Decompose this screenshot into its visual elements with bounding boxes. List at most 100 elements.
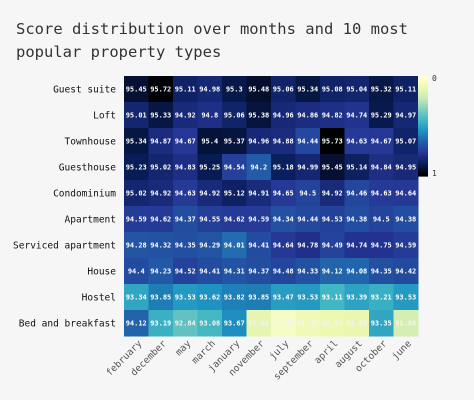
cell-value-label: 95.37	[224, 138, 245, 146]
cell-value-label: 95.72	[150, 86, 171, 94]
y-tick-label: Guesthouse	[59, 163, 116, 174]
heatmap-cell	[173, 310, 198, 337]
cell-value-label: 94.91	[248, 190, 269, 198]
heatmap-cell	[124, 284, 149, 311]
heatmap-cell	[271, 206, 296, 233]
cell-value-label: 94.92	[150, 190, 171, 198]
cell-value-label: 93.85	[248, 294, 269, 302]
heatmap-cell	[124, 102, 149, 129]
cell-value-label: 94.37	[248, 268, 269, 276]
colorbar-segment	[418, 78, 428, 81]
heatmap-cell	[148, 232, 174, 259]
cell-value-label: 94.35	[175, 242, 196, 250]
cell-value-label: 93.62	[199, 294, 220, 302]
y-tick-label: Guest suite	[53, 85, 116, 96]
cell-value-label: 94.44	[297, 216, 318, 224]
colorbar-segment	[418, 158, 428, 161]
colorbar-segment	[418, 160, 428, 163]
heatmap-cell	[246, 76, 272, 103]
colorbar-bottom-label: 1	[432, 169, 437, 178]
cell-value-label: 94.74	[346, 242, 367, 250]
heatmap-cell	[271, 76, 296, 103]
heatmap-cell	[271, 284, 296, 311]
colorbar-segment	[418, 124, 428, 127]
heatmap-cell	[320, 206, 345, 233]
cell-value-label: 93.35	[371, 320, 392, 328]
cell-value-label: 94.38	[395, 216, 416, 224]
heatmap-cell	[320, 284, 345, 311]
cell-value-label: 95.38	[248, 112, 269, 120]
cell-value-label: 93.08	[199, 320, 220, 328]
heatmap-cell	[173, 102, 198, 129]
heatmap-cell	[320, 102, 345, 129]
cell-value-label: 94.33	[297, 268, 318, 276]
cell-value-label: 93.67	[224, 320, 245, 328]
cell-value-label: 94.82	[322, 112, 343, 120]
cell-value-label: 95.04	[346, 86, 367, 94]
cell-value-label: 94.67	[175, 138, 196, 146]
cell-value-label: 94.62	[224, 216, 245, 224]
colorbar-segment	[418, 76, 428, 79]
heatmap-cell	[393, 232, 419, 259]
heatmap-cell	[222, 284, 247, 311]
colorbar-segment	[418, 126, 428, 129]
heatmap-cell	[246, 102, 272, 129]
heatmap-cell	[295, 310, 321, 337]
heatmap-cell	[393, 102, 419, 129]
cell-value-label: 94.8	[201, 112, 218, 120]
heatmap-cell	[344, 128, 370, 155]
cell-value-label: 95.4	[201, 138, 218, 146]
cell-value-label: 94.28	[126, 242, 147, 250]
cell-value-label: 91.55	[346, 320, 367, 328]
cell-value-label: 94.12	[322, 268, 343, 276]
heatmap-cell	[222, 102, 247, 129]
y-axis-labels: Guest suite Loft Townhouse Guesthouse Condom…	[13, 85, 116, 330]
colorbar-segment	[418, 148, 428, 151]
cell-value-label: 94.41	[248, 242, 269, 250]
heatmap-cell	[173, 206, 198, 233]
heatmap-cell	[369, 128, 394, 155]
cell-value-label: 95.02	[126, 190, 147, 198]
colorbar: 01	[418, 74, 437, 178]
colorbar-segment	[418, 150, 428, 153]
heatmap-cell	[344, 154, 370, 181]
cell-value-label: 91.62	[248, 320, 269, 328]
colorbar-segment	[418, 142, 428, 145]
cell-value-label: 94.46	[346, 190, 367, 198]
colorbar-segment	[418, 98, 428, 101]
heatmap-cell	[173, 154, 198, 181]
cell-value-label: 95.33	[150, 112, 171, 120]
heatmap-cell	[124, 128, 149, 155]
heatmap-cell	[222, 180, 247, 207]
cell-value-label: 94.96	[248, 138, 269, 146]
cell-value-label: 94.52	[175, 268, 196, 276]
heatmap-cell	[344, 206, 370, 233]
heatmap-cell	[320, 258, 345, 285]
colorbar-segment	[418, 110, 428, 113]
y-tick-label: Condominium	[53, 189, 116, 200]
colorbar-segment	[418, 86, 428, 89]
colorbar-segment	[418, 100, 428, 103]
cell-value-label: 94.96	[273, 112, 294, 120]
cell-value-label: 93.53	[297, 294, 318, 302]
cell-value-label: 94.87	[150, 138, 171, 146]
colorbar-segment	[418, 156, 428, 159]
heatmap-cell	[271, 102, 296, 129]
colorbar-segment	[418, 108, 428, 111]
colorbar-segment	[418, 152, 428, 155]
cell-value-label: 94.41	[199, 268, 220, 276]
heatmap-cell	[197, 180, 223, 207]
y-tick-label: Apartment	[65, 215, 116, 226]
cell-value-label: 94.86	[297, 112, 318, 120]
heatmap-cell	[173, 128, 198, 155]
heatmap-cell	[369, 154, 394, 181]
heatmap-cell	[393, 258, 419, 285]
heatmap-cell	[173, 180, 198, 207]
heatmap-cell	[271, 232, 296, 259]
cell-value-label: 93.21	[371, 294, 392, 302]
colorbar-segment	[418, 96, 428, 99]
heatmap-cell	[271, 180, 296, 207]
colorbar-segment	[418, 172, 428, 175]
